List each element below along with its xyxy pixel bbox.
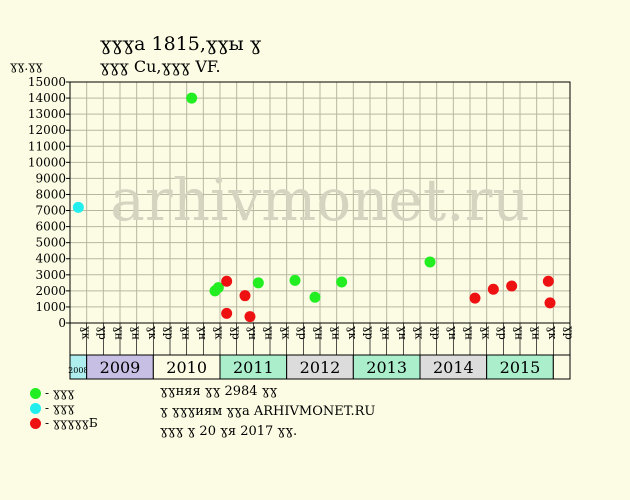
y-tick-label: 11000 bbox=[28, 139, 66, 153]
data-point bbox=[487, 283, 499, 295]
x-month-label: ɣн bbox=[263, 326, 276, 340]
y-axis-unit-label: ɣɣ.ɣɣ bbox=[10, 59, 43, 73]
x-month-label: ɣн bbox=[196, 326, 209, 340]
data-point bbox=[244, 311, 256, 323]
data-point bbox=[542, 275, 554, 287]
x-month-label: ɣк bbox=[279, 326, 292, 340]
chart-title: ɣɣɣa 1815,ɣɣы ɣ bbox=[100, 33, 262, 55]
x-month-label: ɣр bbox=[429, 326, 442, 340]
x-month-label: ɣр bbox=[563, 326, 576, 340]
y-tick-label: 10000 bbox=[28, 155, 66, 169]
x-month-label: ɣн bbox=[446, 326, 459, 340]
x-month-label: ɣн bbox=[313, 326, 326, 340]
y-tick-label: 15000 bbox=[28, 75, 66, 89]
x-year-label: 2009 bbox=[100, 358, 141, 377]
year-band bbox=[219, 354, 288, 380]
x-month-label: ɣн bbox=[129, 326, 142, 340]
data-point bbox=[186, 92, 198, 104]
data-point bbox=[544, 297, 556, 309]
y-tick-label: 12000 bbox=[28, 123, 66, 137]
x-month-label: ɣн bbox=[529, 326, 542, 340]
legend-label: - ɣɣɣ bbox=[45, 401, 75, 415]
legend-item: - ɣɣɣɣɣБ bbox=[30, 416, 98, 430]
x-month-label: ɣк bbox=[213, 326, 226, 340]
footer-date: ɣɣɣ ɣ 20 ɣя 2017 ɣɣ. bbox=[160, 424, 298, 439]
x-month-label: ɣн bbox=[179, 326, 192, 340]
legend-label: - ɣɣɣɣɣБ bbox=[45, 416, 98, 430]
x-month-label: ɣн bbox=[113, 326, 126, 340]
legend-marker bbox=[30, 387, 41, 399]
year-band bbox=[552, 354, 571, 380]
data-points bbox=[72, 92, 556, 323]
x-month-label: ɣн bbox=[329, 326, 342, 340]
x-month-label: ɣн bbox=[246, 326, 259, 340]
x-month-label: ɣн bbox=[463, 326, 476, 340]
legend-marker bbox=[30, 402, 41, 414]
x-year-label: 2008 bbox=[68, 366, 88, 375]
data-point bbox=[221, 307, 233, 319]
y-tick-label: 2000 bbox=[35, 284, 66, 298]
y-tick-label: 1000 bbox=[35, 300, 66, 314]
year-band bbox=[486, 354, 554, 380]
data-point bbox=[212, 282, 224, 294]
y-tick-label: 5000 bbox=[35, 236, 66, 250]
y-tick-label: 3000 bbox=[35, 268, 66, 282]
x-month-label: ɣр bbox=[296, 326, 309, 340]
x-month-label: ɣн bbox=[513, 326, 526, 340]
data-point bbox=[469, 292, 481, 304]
chart-subtitle: ɣɣɣ Cu,ɣɣɣ VF. bbox=[100, 57, 221, 76]
x-axis: ɣк ɣр ɣн ɣн ɣк ɣр ɣн ɣн ɣк ɣр ɣн ɣн ɣк ɣр ɣн ɣн ɣк ɣр ɣн ɣн… bbox=[68, 322, 576, 380]
watermark: arhivmonet.ru bbox=[110, 166, 529, 234]
x-month-label: ɣр bbox=[163, 326, 176, 340]
x-month-label: ɣк bbox=[546, 326, 559, 340]
data-point bbox=[506, 280, 518, 292]
x-month-label: ɣк bbox=[346, 326, 359, 340]
data-point bbox=[336, 276, 348, 288]
year-band bbox=[86, 354, 154, 380]
x-month-label: ɣк bbox=[413, 326, 426, 340]
footer-average-price: ɣɣняя ɣɣ 2984 ɣɣ bbox=[160, 384, 278, 399]
year-band bbox=[352, 354, 421, 380]
x-month-label: ɣк bbox=[146, 326, 159, 340]
x-year-label: 2013 bbox=[366, 358, 407, 377]
data-point bbox=[289, 274, 301, 286]
footer-source: ɣ ɣɣɣиям ɣɣa ARHIVMONET.RU bbox=[160, 404, 376, 419]
x-month-label: ɣн bbox=[379, 326, 392, 340]
data-point bbox=[252, 277, 264, 289]
year-band bbox=[286, 354, 354, 380]
year-band bbox=[419, 354, 488, 380]
y-tick-label: 9000 bbox=[35, 171, 66, 185]
x-month-label: ɣк bbox=[79, 326, 92, 340]
data-point bbox=[424, 256, 436, 268]
x-month-label: ɣр bbox=[96, 326, 109, 340]
y-tick-label: 13000 bbox=[28, 107, 66, 121]
x-month-label: ɣр bbox=[496, 326, 509, 340]
x-month-label: ɣр bbox=[363, 326, 376, 340]
data-point bbox=[239, 290, 251, 302]
x-year-label: 2011 bbox=[233, 358, 274, 377]
x-year-label: 2014 bbox=[433, 358, 474, 377]
data-point bbox=[72, 201, 84, 213]
legend-marker bbox=[30, 417, 41, 429]
x-month-label: ɣр bbox=[229, 326, 242, 340]
y-tick-label: 6000 bbox=[35, 220, 66, 234]
x-month-label: ɣн bbox=[396, 326, 409, 340]
x-year-label: 2012 bbox=[300, 358, 341, 377]
data-point bbox=[221, 275, 233, 287]
y-tick-label: 7000 bbox=[35, 204, 66, 218]
x-year-label: 2010 bbox=[166, 358, 207, 377]
y-axis: 0 1000 2000 3000 4000 5000 6000 7000 8000 9000 100… bbox=[28, 75, 70, 330]
legend-item: - ɣɣɣ bbox=[30, 401, 74, 415]
y-tick-label: 8000 bbox=[35, 187, 66, 201]
y-tick-label: 4000 bbox=[35, 252, 66, 266]
data-point bbox=[309, 291, 321, 303]
x-month-label: ɣк bbox=[479, 326, 492, 340]
x-year-label: 2015 bbox=[500, 358, 541, 377]
y-tick-label: 14000 bbox=[28, 91, 66, 105]
y-tick-label: 0 bbox=[58, 316, 66, 330]
legend-label: - ɣɣɣ bbox=[45, 386, 75, 400]
legend-item: - ɣɣɣ bbox=[30, 386, 74, 400]
year-band bbox=[152, 354, 221, 380]
